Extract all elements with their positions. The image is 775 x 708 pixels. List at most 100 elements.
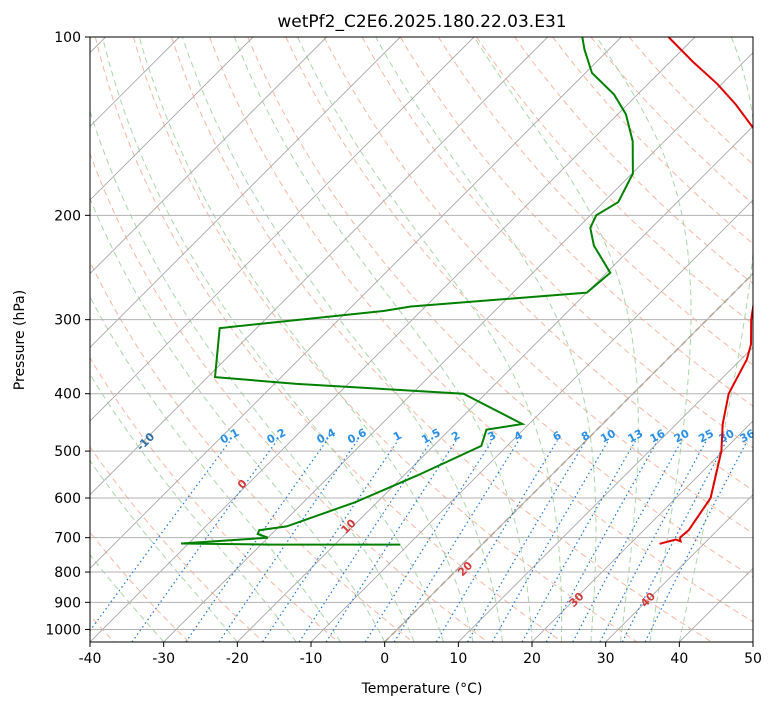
x-tick-label: 30 [597, 651, 615, 667]
x-tick-label: -20 [226, 651, 249, 667]
mixing-ratio-line [435, 440, 558, 642]
mixing-ratio-line [364, 440, 493, 642]
dry-adiabat-line [132, 37, 638, 642]
moist-adiabat-line [90, 109, 415, 642]
mixing-ratio-line [262, 440, 399, 642]
isotherm-line [531, 420, 753, 642]
mixing-ratio-label: 16 [648, 427, 668, 446]
isotherm-line [90, 37, 622, 569]
mixing-ratio-label: 10 [598, 427, 618, 446]
mixing-ratio-line [599, 440, 707, 642]
dry-adiabat-label: 30 [567, 590, 587, 610]
mixing-ratio-line [325, 440, 457, 642]
x-tick-label: 20 [523, 651, 541, 667]
dry-adiabat-line [90, 446, 264, 642]
mixing-ratio-label: 25 [696, 427, 716, 446]
moist-adiabat-line [182, 37, 503, 642]
isotherm-line [458, 346, 753, 642]
y-tick-label: 900 [54, 595, 81, 611]
y-tick-label: 100 [54, 30, 81, 46]
temperature-trace-tail [659, 537, 682, 545]
x-tick-label: 50 [744, 651, 762, 667]
moist-adiabat-line [678, 37, 753, 642]
chart-title: wetPf2_C2E6.2025.180.22.03.E31 [277, 12, 566, 32]
isotherm-line [679, 567, 753, 642]
plot-frame [89, 36, 754, 643]
y-tick-label: 400 [54, 387, 81, 403]
moist-adiabat-line [90, 295, 341, 642]
x-axis: -40 -30 -20 -10 0 10 20 30 40 50 [79, 642, 762, 667]
mixing-ratio-line [621, 440, 728, 642]
isotherm-line [237, 125, 753, 642]
moist-adiabat-line [102, 37, 445, 642]
mixing-ratio-label: 36 [738, 427, 758, 446]
x-tick-label: -40 [79, 651, 102, 667]
mixing-ratio-line [393, 440, 520, 642]
dry-adiabat-line [90, 356, 339, 642]
dry-adiabat-label: 20 [455, 559, 475, 579]
dry-adiabat-line [94, 37, 563, 642]
isotherm-line [605, 494, 753, 642]
mixing-ratio-line [644, 440, 748, 642]
line-labels: 0.10.20.40.611.52346810131620253036-100-… [134, 426, 758, 610]
mixing-ratio-label: 4 [512, 429, 525, 444]
isotherm-line [90, 37, 696, 642]
isotherm-line [384, 273, 753, 642]
moist-adiabat-line [90, 373, 297, 642]
dry-adiabat-line [90, 531, 190, 642]
moist-adiabat-line [596, 37, 692, 642]
y-tick-label: 800 [54, 565, 81, 581]
background-lines [90, 37, 753, 642]
temperature-trace [667, 37, 753, 539]
dry-adiabat-label: 10 [339, 516, 359, 536]
dry-adiabat-line [90, 260, 414, 642]
moist-adiabat-line [297, 37, 563, 642]
dry-adiabat-line [90, 152, 488, 642]
x-tick-label: -10 [300, 651, 323, 667]
x-axis-label: Temperature (°C) [361, 681, 483, 697]
dry-adiabat-line [171, 37, 712, 642]
mixing-ratio-line [298, 440, 432, 642]
mixing-ratio-label: 1.5 [419, 426, 442, 447]
mixing-ratio-label: 6 [551, 429, 564, 444]
mixing-ratio-label: 0.1 [218, 426, 241, 447]
y-tick-label: 300 [54, 313, 81, 329]
isotherm-line [90, 37, 548, 496]
dry-adiabat-line [476, 37, 753, 325]
mixing-ratio-line [466, 440, 587, 642]
isotherm-line [310, 199, 753, 642]
y-axis-label: Pressure (hPa) [12, 290, 28, 390]
dry-adiabat-line [247, 37, 753, 578]
isotherm-line [90, 37, 401, 348]
mixing-ratio-label: 1 [391, 429, 404, 444]
mixing-ratio-label: 13 [626, 427, 646, 446]
mixing-ratio-label: 0.4 [314, 426, 338, 447]
sounding-traces [181, 37, 753, 546]
mixing-ratio-label: 3 [485, 429, 498, 444]
mixing-ratio-label: 2 [449, 429, 462, 444]
dry-adiabat-line [514, 37, 753, 285]
mixing-ratio-line [521, 440, 637, 642]
y-tick-label: 200 [54, 208, 81, 224]
moist-adiabat-line [473, 37, 639, 642]
mixing-ratio-line [545, 440, 659, 642]
moist-adiabat-line [138, 37, 474, 642]
isotherm-line [90, 37, 475, 422]
dry-adiabat-line [209, 37, 753, 623]
mixing-ratio-line [185, 440, 328, 642]
moist-adiabat-line [375, 37, 597, 642]
dewpoint-trace [181, 37, 634, 546]
mixing-ratio-line [572, 440, 683, 642]
mixing-ratio-label: 0.6 [345, 426, 369, 447]
dry-adiabat-line [552, 37, 753, 245]
y-axis: 100 200 300 400 500 600 700 800 900 1000 [45, 30, 90, 638]
x-tick-label: 10 [449, 651, 467, 667]
dry-adiabat-line [590, 37, 753, 205]
mixing-ratio-label: 0.2 [265, 426, 288, 447]
dry-adiabat-label: -10 [134, 430, 157, 453]
mixing-ratio-line [491, 440, 609, 642]
y-tick-label: 1000 [45, 622, 81, 638]
mixing-ratio-label: 30 [717, 427, 737, 446]
moist-adiabat-line [90, 197, 386, 642]
